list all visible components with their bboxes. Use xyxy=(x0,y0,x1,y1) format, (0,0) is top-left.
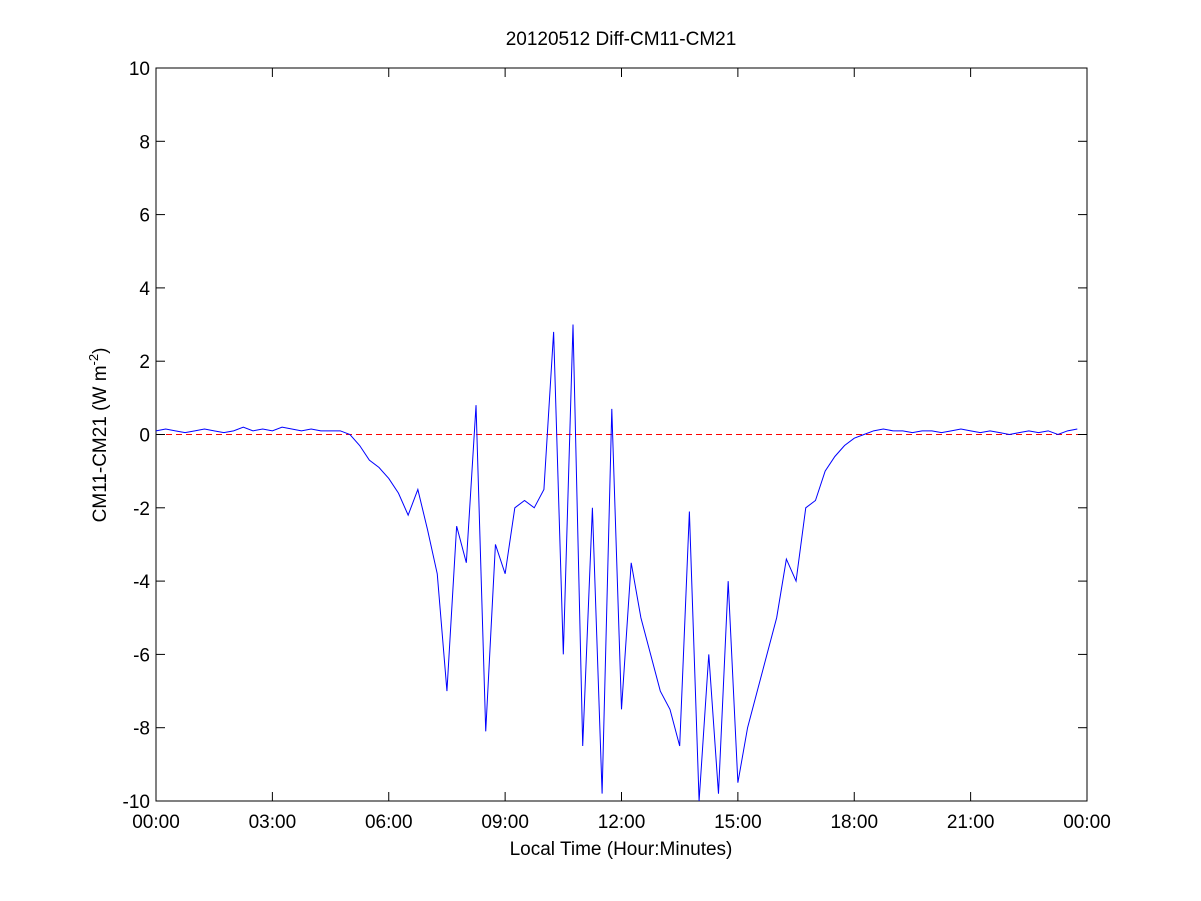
x-tick-label: 00:00 xyxy=(132,812,180,833)
y-axis-label-sup: -2 xyxy=(86,354,101,366)
x-tick-label: 09:00 xyxy=(481,812,529,833)
y-axis-label: CM11-CM21 (W m-2) xyxy=(86,348,111,523)
x-axis-label: Local Time (Hour:Minutes) xyxy=(510,839,733,860)
y-tick-label: -4 xyxy=(133,572,150,593)
y-tick-label: -2 xyxy=(133,499,150,520)
y-tick-label: 6 xyxy=(139,206,150,227)
y-tick-label: 0 xyxy=(139,426,150,447)
x-tick-label: 03:00 xyxy=(249,812,297,833)
y-tick-label: 8 xyxy=(139,132,150,153)
x-tick-label: 21:00 xyxy=(947,812,995,833)
x-tick-label: 15:00 xyxy=(714,812,762,833)
y-tick-label: 10 xyxy=(129,59,150,80)
x-tick-label: 06:00 xyxy=(365,812,413,833)
y-axis-label-end: ) xyxy=(90,348,111,354)
y-tick-label: -8 xyxy=(133,719,150,740)
x-tick-label: 00:00 xyxy=(1063,812,1111,833)
y-tick-label: 4 xyxy=(139,279,150,300)
y-axis-label-main: CM11-CM21 (W m xyxy=(90,365,111,522)
chart-title: 20120512 Diff-CM11-CM21 xyxy=(506,29,737,50)
x-tick-label: 18:00 xyxy=(830,812,878,833)
y-tick-label: 2 xyxy=(139,352,150,373)
y-tick-label: -6 xyxy=(133,645,150,666)
x-tick-label: 12:00 xyxy=(598,812,646,833)
y-tick-label: -10 xyxy=(123,792,150,813)
data-line xyxy=(155,324,1078,802)
